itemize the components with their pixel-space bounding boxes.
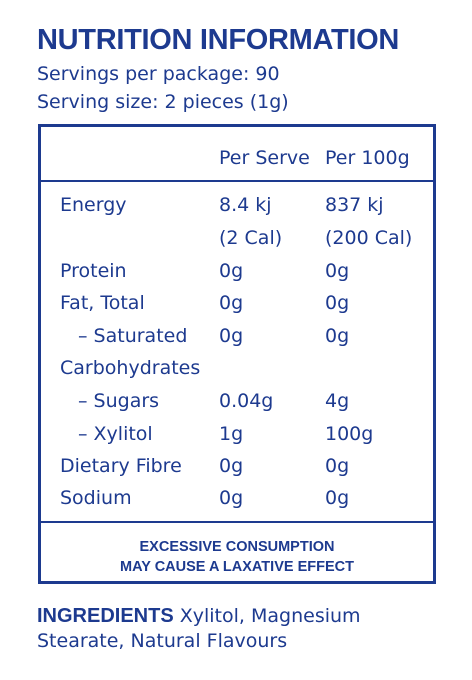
row-value-per-100g: 0g bbox=[325, 325, 350, 347]
table-row-sugars: – Sugars 0.04g 4g bbox=[41, 389, 433, 422]
row-value-per-serve: 0g bbox=[219, 325, 244, 347]
row-value-per-100g: 4g bbox=[325, 390, 350, 412]
table-row-xylitol: – Xylitol 1g 100g bbox=[41, 422, 433, 455]
table-row-dietary-fibre: Dietary Fibre 0g 0g bbox=[41, 454, 433, 487]
warning-line-1: EXCESSIVE CONSUMPTION bbox=[139, 539, 335, 555]
row-value-per-serve: 0g bbox=[219, 260, 244, 282]
table-row-energy: Energy 8.4 kj 837 kj bbox=[41, 193, 433, 226]
row-label: – Sugars bbox=[78, 390, 160, 412]
warning-divider bbox=[41, 521, 433, 523]
column-header-per-serve: Per Serve bbox=[219, 147, 310, 169]
table-row-saturated: – Saturated 0g 0g bbox=[41, 324, 433, 357]
column-header-per-100g: Per 100g bbox=[325, 147, 410, 169]
table-row-energy-cal: (2 Cal) (200 Cal) bbox=[41, 226, 433, 259]
row-value-per-serve: 1g bbox=[219, 423, 244, 445]
table-row-sodium: Sodium 0g 0g bbox=[41, 486, 433, 519]
header-divider bbox=[41, 180, 433, 182]
row-value-per-100g: 100g bbox=[325, 423, 374, 445]
row-value-per-serve: 0.04g bbox=[219, 390, 274, 412]
row-label: Sodium bbox=[60, 487, 132, 509]
row-label: Fat, Total bbox=[60, 292, 145, 314]
serving-size: Serving size: 2 pieces (1g) bbox=[37, 91, 289, 113]
row-value-per-100g: 0g bbox=[325, 292, 350, 314]
row-label: Dietary Fibre bbox=[60, 455, 182, 477]
ingredients: INGREDIENTS Xylitol, Magnesium Stearate,… bbox=[37, 604, 447, 654]
row-label: – Saturated bbox=[78, 325, 188, 347]
table-row-fat-total: Fat, Total 0g 0g bbox=[41, 291, 433, 324]
row-value-per-serve: (2 Cal) bbox=[219, 227, 283, 249]
row-value-per-serve: 0g bbox=[219, 487, 244, 509]
row-label: Energy bbox=[60, 194, 127, 216]
row-value-per-100g: 837 kj bbox=[325, 194, 384, 216]
row-value-per-100g: 0g bbox=[325, 455, 350, 477]
ingredients-text: Xylitol, Magnesium Stearate, Natural Fla… bbox=[37, 605, 361, 652]
nutrition-panel: Per Serve Per 100g Energy 8.4 kj 837 kj … bbox=[38, 124, 436, 584]
warning-line-2: MAY CAUSE A LAXATIVE EFFECT bbox=[120, 559, 354, 575]
row-value-per-serve: 8.4 kj bbox=[219, 194, 272, 216]
row-value-per-serve: 0g bbox=[219, 455, 244, 477]
table-row-protein: Protein 0g 0g bbox=[41, 259, 433, 292]
row-label: – Xylitol bbox=[78, 423, 153, 445]
servings-per-package: Servings per package: 90 bbox=[37, 63, 280, 85]
laxative-warning: EXCESSIVE CONSUMPTION MAY CAUSE A LAXATI… bbox=[41, 537, 433, 577]
ingredients-heading: INGREDIENTS bbox=[37, 605, 174, 627]
row-value-per-serve: 0g bbox=[219, 292, 244, 314]
table-row-carbohydrates: Carbohydrates bbox=[41, 356, 433, 389]
row-value-per-100g: 0g bbox=[325, 487, 350, 509]
row-label: Protein bbox=[60, 260, 127, 282]
row-value-per-100g: (200 Cal) bbox=[325, 227, 413, 249]
row-value-per-100g: 0g bbox=[325, 260, 350, 282]
page-title: NUTRITION INFORMATION bbox=[37, 24, 400, 56]
row-label: Carbohydrates bbox=[60, 357, 201, 379]
